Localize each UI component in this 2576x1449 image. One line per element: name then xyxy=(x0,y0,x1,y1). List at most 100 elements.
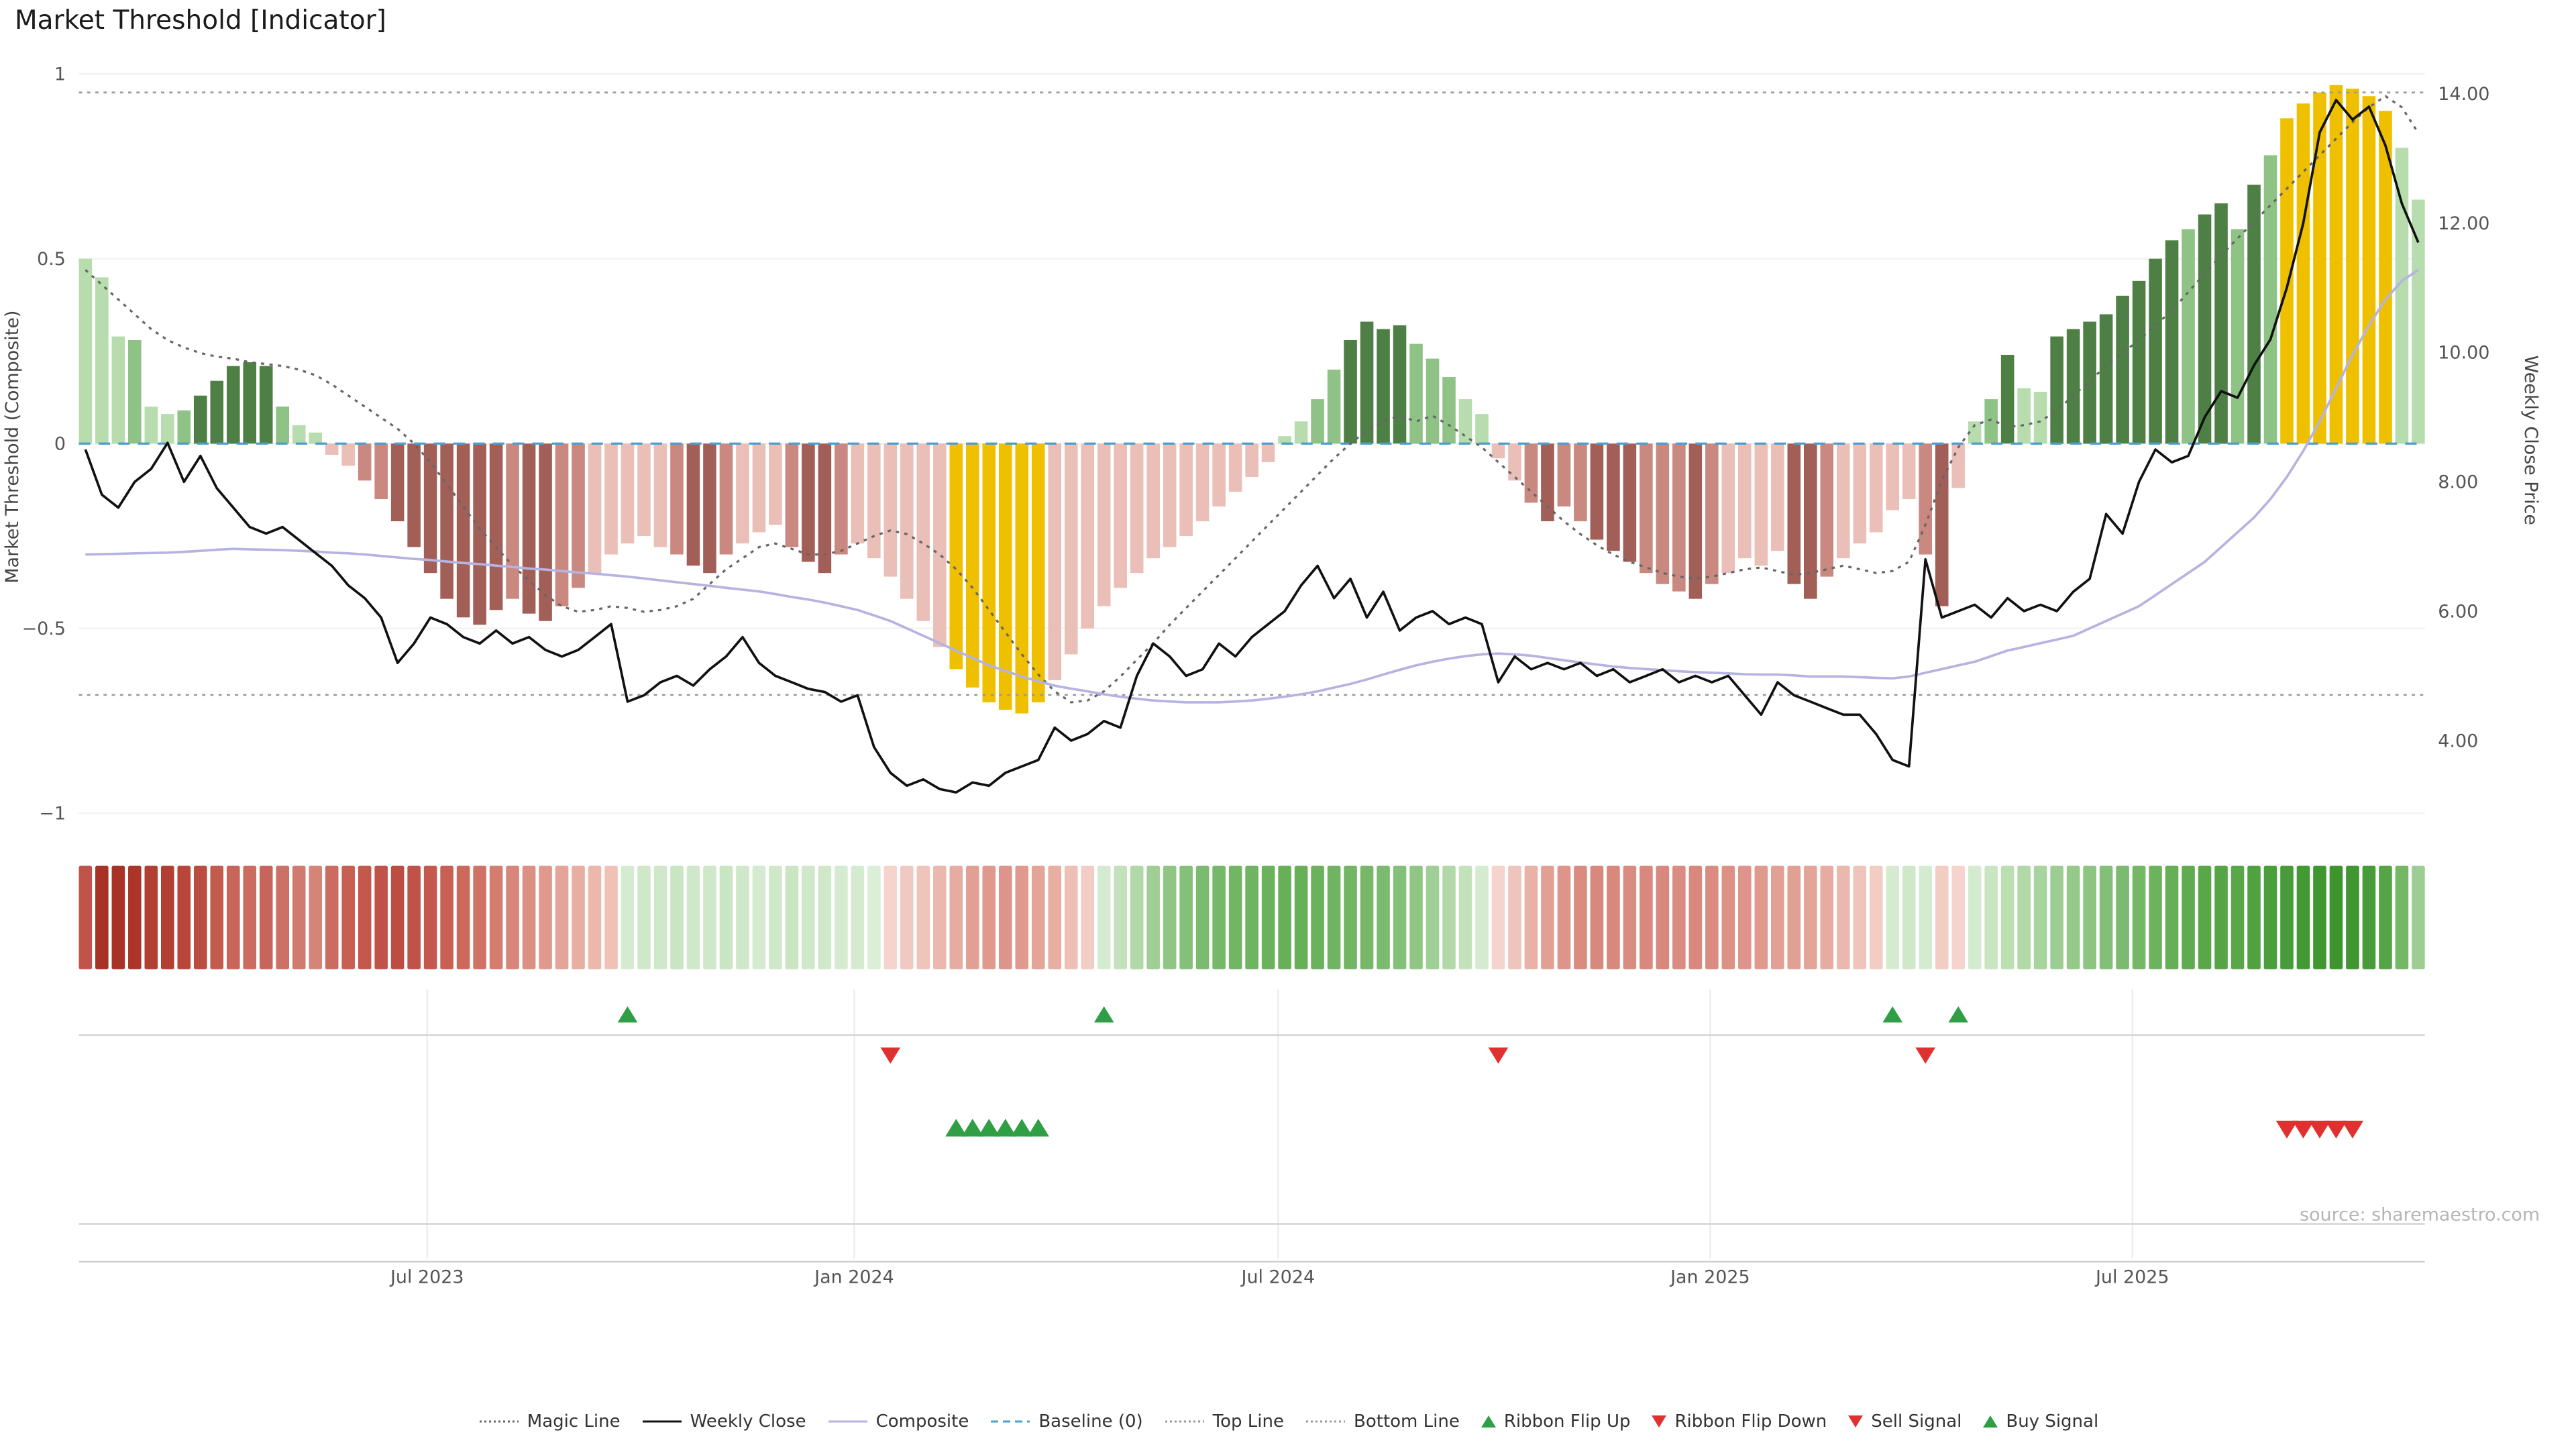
buy-signal-marker xyxy=(1027,1118,1049,1137)
ribbon-cell xyxy=(1064,865,1078,969)
threshold-bar xyxy=(1623,443,1637,562)
threshold-bar xyxy=(555,443,569,606)
threshold-bar xyxy=(1491,443,1505,459)
ribbon-flip-up-marker xyxy=(1882,1006,1903,1023)
threshold-bar xyxy=(1640,443,1653,574)
ribbon-cell xyxy=(572,865,585,969)
threshold-bar xyxy=(719,443,733,555)
ribbon-cell xyxy=(1377,865,1390,969)
threshold-bar xyxy=(2198,214,2212,444)
triangle-down-marker-icon xyxy=(1848,1415,1864,1428)
threshold-bar xyxy=(2132,280,2146,444)
ribbon-cell xyxy=(473,865,486,969)
threshold-bar xyxy=(374,443,388,499)
threshold-bar xyxy=(1360,321,1374,444)
ribbon-cell xyxy=(1656,865,1670,969)
x-axis-tick: Jul 2025 xyxy=(2094,1267,2169,1288)
ribbon-cell xyxy=(1442,865,1456,969)
threshold-bar xyxy=(1902,443,1916,499)
ribbon-cell xyxy=(144,865,158,969)
magic-line xyxy=(85,95,2420,704)
ribbon-cell xyxy=(2017,865,2031,969)
threshold-bar xyxy=(292,425,306,444)
dashed-marker-icon xyxy=(991,1420,1030,1423)
ribbon-cell xyxy=(111,865,125,969)
threshold-bar xyxy=(1409,343,1423,444)
ribbon-cell xyxy=(2000,865,2015,969)
threshold-bar xyxy=(1574,443,1587,522)
ribbon-cell xyxy=(1935,865,1949,969)
sell-signal-marker xyxy=(2325,1120,2347,1139)
threshold-bar xyxy=(1787,443,1801,584)
threshold-bar xyxy=(1311,399,1324,444)
ribbon-cell xyxy=(998,865,1012,969)
threshold-bar xyxy=(835,443,848,555)
threshold-bar xyxy=(1212,443,1226,507)
threshold-bar xyxy=(2099,314,2113,444)
threshold-bar xyxy=(2296,103,2310,444)
ribbon-cell xyxy=(226,865,240,969)
threshold-bar xyxy=(621,443,635,544)
threshold-bar xyxy=(916,443,930,621)
threshold-bar xyxy=(1771,443,1784,551)
threshold-bar xyxy=(1195,443,1210,522)
ribbon-cell xyxy=(2116,865,2129,969)
threshold-bar xyxy=(2263,155,2277,444)
ribbon-cell xyxy=(867,865,881,969)
legend-item-label: Composite xyxy=(875,1411,969,1432)
ribbon-cell xyxy=(1048,865,1062,969)
ribbon-flip-down-marker xyxy=(1915,1047,1936,1064)
ribbon-cell xyxy=(916,865,930,969)
legend-item-label: Top Line xyxy=(1212,1411,1284,1432)
ribbon-cell xyxy=(78,865,93,969)
ribbon-flip-up-marker xyxy=(617,1006,638,1023)
threshold-bar xyxy=(1836,443,1850,559)
legend-item-label: Magic Line xyxy=(527,1411,621,1432)
ribbon-cell xyxy=(555,865,569,969)
threshold-bar xyxy=(1803,443,1817,599)
legend-item-baseline-0: Baseline (0) xyxy=(989,1411,1143,1432)
ribbon-cell xyxy=(1212,865,1226,969)
x-axis-tick: Jul 2023 xyxy=(389,1267,464,1288)
threshold-bar xyxy=(1064,443,1078,655)
ribbon-cell xyxy=(489,865,503,969)
threshold-bar xyxy=(1475,414,1489,444)
threshold-bar xyxy=(226,366,240,444)
ribbon-cell xyxy=(193,865,207,969)
right-axis-tick: 6.00 xyxy=(2438,601,2478,622)
threshold-bar xyxy=(1327,370,1341,444)
threshold-bar xyxy=(769,443,782,525)
ribbon-cell xyxy=(2214,865,2228,969)
ribbon-cell xyxy=(835,865,848,969)
ribbon-flip-down-marker xyxy=(1488,1047,1509,1064)
threshold-bar xyxy=(2412,199,2425,444)
ribbon-cell xyxy=(440,865,453,969)
ribbon-cell xyxy=(966,865,979,969)
ribbon-cell xyxy=(1130,865,1144,969)
dotted-marker-icon xyxy=(1165,1420,1204,1423)
ribbon-cell xyxy=(210,865,224,969)
ribbon-cell xyxy=(2346,865,2359,969)
ribbon-cell xyxy=(1097,865,1111,969)
threshold-bar xyxy=(818,443,832,574)
ribbon-cell xyxy=(1984,865,1998,969)
threshold-bar xyxy=(2017,388,2031,444)
ribbon-cell xyxy=(2313,865,2326,969)
ribbon-cell xyxy=(1475,865,1489,969)
ribbon-cell xyxy=(1541,865,1554,969)
ribbon-cell xyxy=(1672,865,1686,969)
ribbon-cell xyxy=(1738,865,1752,969)
left-axis-tick: −1 xyxy=(39,804,66,824)
ribbon-cell xyxy=(703,865,716,969)
threshold-bar xyxy=(1721,443,1735,574)
ribbon-cell xyxy=(933,865,947,969)
threshold-bar xyxy=(1458,399,1472,444)
threshold-bar xyxy=(95,277,109,444)
threshold-bar xyxy=(2329,85,2343,444)
signal-panels xyxy=(78,989,2425,1263)
ribbon-cell xyxy=(128,865,142,969)
threshold-bar xyxy=(1114,443,1127,588)
threshold-bar xyxy=(489,443,503,610)
chart-legend: Magic Line Weekly Close Composite Baseline … xyxy=(0,1411,2576,1432)
legend-item-label: Baseline (0) xyxy=(1038,1411,1143,1432)
